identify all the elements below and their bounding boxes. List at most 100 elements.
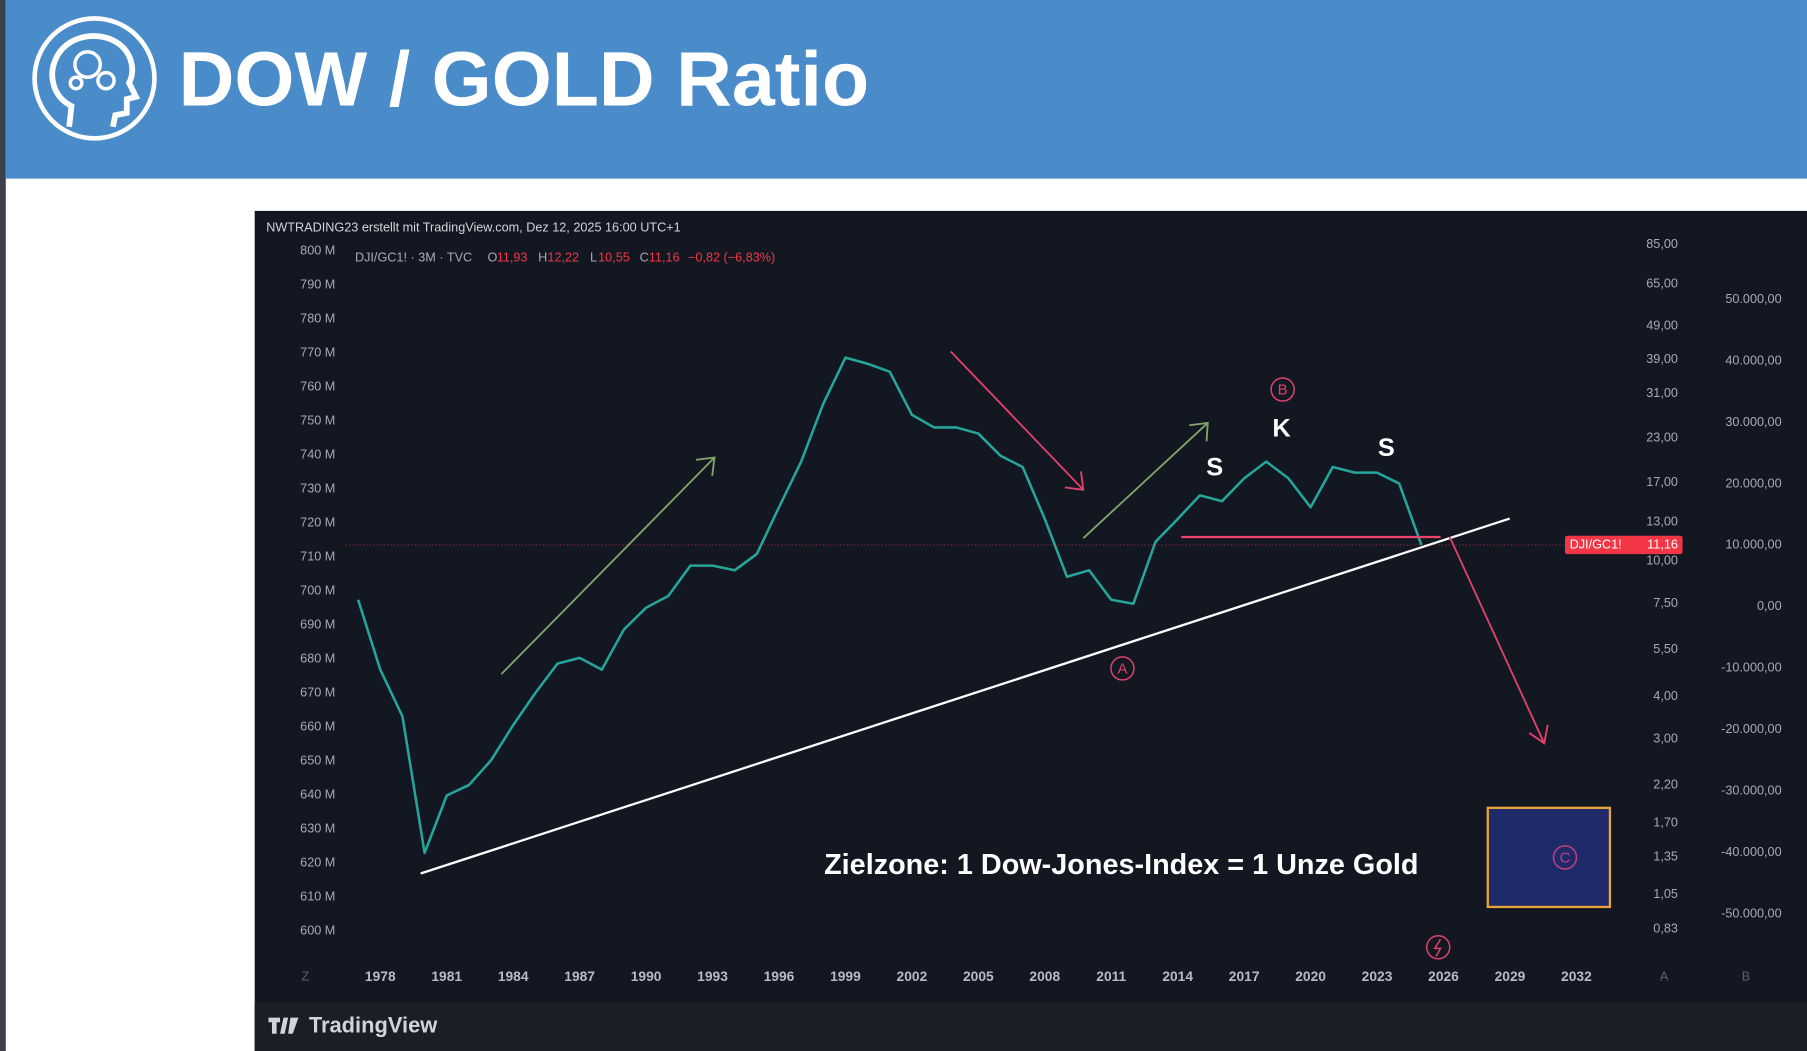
event-icon — [1425, 935, 1451, 960]
ohlc-value: 12,22 — [547, 250, 579, 264]
corner-label: A — [1660, 970, 1669, 984]
ohlc-key: O — [487, 250, 497, 264]
left-tick-label: 730 M — [300, 481, 335, 495]
x-tick-label: 1978 — [365, 968, 396, 984]
down-arrow — [1448, 536, 1549, 745]
y-tick-label: 10,00 — [1646, 553, 1678, 567]
left-tick-label: 750 M — [300, 413, 335, 427]
left-tick-label: 690 M — [300, 617, 335, 631]
y2-tick-label: -30.000,00 — [1721, 784, 1782, 798]
shoulder-label: S — [1206, 454, 1223, 482]
x-tick-label: 1996 — [764, 968, 795, 984]
left-tick-label: 740 M — [300, 447, 335, 461]
left-edge — [0, 0, 6, 1051]
y-tick-label: 0,83 — [1653, 922, 1678, 936]
y2-tick-label: -20.000,00 — [1721, 722, 1782, 736]
x-tick-label: 2020 — [1295, 968, 1326, 984]
x-tick-label: 1987 — [564, 968, 595, 984]
x-tick-label: 2002 — [897, 968, 928, 984]
x-tick-label: 1984 — [498, 968, 529, 984]
left-tick-label: 720 M — [300, 515, 335, 529]
shoulder-label: S — [1378, 434, 1395, 462]
x-tick-label: 2032 — [1561, 968, 1592, 984]
series-line — [356, 356, 1423, 855]
corner-label: B — [1742, 970, 1750, 984]
y-tick-label: 1,70 — [1653, 816, 1678, 830]
ohlc-value: 11,93 — [497, 250, 528, 264]
ohlc-key: L — [590, 250, 597, 264]
left-tick-label: 700 M — [300, 583, 335, 597]
y-tick-label: 1,35 — [1653, 850, 1678, 864]
y-tick-label: 13,00 — [1646, 515, 1678, 529]
corner-label: Z — [302, 970, 310, 984]
left-tick-label: 600 M — [300, 923, 335, 937]
left-tick-label: 650 M — [300, 753, 335, 767]
x-tick-label: 1993 — [697, 968, 728, 984]
x-tick-label: 2026 — [1428, 968, 1459, 984]
up-arrow — [500, 456, 716, 675]
y-tick-label: 3,00 — [1653, 732, 1678, 746]
x-tick-label: 2008 — [1029, 968, 1060, 984]
brand-bar — [254, 1002, 1807, 1051]
up-arrow — [1082, 421, 1209, 539]
left-tick-label: 800 M — [300, 244, 335, 258]
corner-labels: Z A B — [302, 970, 1751, 984]
price-tag-name: DJI/GC1! — [1570, 537, 1622, 551]
left-tick-label: 790 M — [300, 278, 335, 292]
wave-label: C — [1560, 850, 1571, 867]
left-tick-label: 770 M — [300, 346, 335, 360]
y2-tick-label: 30.000,00 — [1725, 415, 1781, 429]
y2-tick-label: 40.000,00 — [1725, 353, 1781, 367]
ohlc-key: C — [640, 250, 649, 264]
x-tick-label: 2023 — [1362, 968, 1393, 984]
source-line: NWTRADING23 erstellt mit TradingView.com… — [266, 221, 680, 235]
x-tick-label: 1981 — [431, 968, 462, 984]
plot: 800 M 790 M 780 M 770 M 760 M 750 M 740 M 730 M… — [300, 237, 1781, 984]
x-tick-label: 1999 — [830, 968, 861, 984]
y-tick-label: 5,50 — [1653, 642, 1678, 656]
x-tick-label: 2011 — [1096, 968, 1126, 984]
y-tick-label: 23,00 — [1646, 430, 1678, 444]
y-tick-label: 1,05 — [1653, 887, 1678, 901]
y2-tick-label: -40.000,00 — [1721, 845, 1782, 859]
left-tick-label: 660 M — [300, 719, 335, 733]
y-tick-label: 2,20 — [1653, 777, 1678, 791]
left-tick-label: 710 M — [300, 549, 335, 563]
y2-tick-label: -10.000,00 — [1721, 661, 1782, 675]
y-tick-label: 7,50 — [1653, 596, 1678, 610]
y-tick-label: 85,00 — [1646, 237, 1678, 251]
chart-panel — [254, 210, 1807, 1051]
trendline — [420, 517, 1511, 875]
slide-title: DOW / GOLD Ratio — [179, 37, 870, 123]
symbol-legend: DJI/GC1! · 3M · TVC — [355, 250, 472, 264]
x-tick-label: 2005 — [963, 968, 994, 984]
left-tick-label: 640 M — [300, 787, 335, 801]
y-tick-label: 49,00 — [1646, 318, 1678, 332]
y-tick-label: 65,00 — [1646, 277, 1678, 291]
target-text: Zielzone: 1 Dow-Jones-Index = 1 Unze Gol… — [824, 849, 1418, 881]
logo — [32, 16, 157, 141]
x-tick-label: 2029 — [1495, 968, 1526, 984]
wave-label: A — [1117, 661, 1127, 678]
left-tick-label: 670 M — [300, 685, 335, 699]
left-tick-label: 610 M — [300, 889, 335, 903]
ohlc-legend: O 11,93 H 12,22 L 10,55 C 11,16 −0,82 (−… — [487, 250, 775, 264]
left-tick-label: 760 M — [300, 380, 335, 394]
x-tick-label: 2017 — [1229, 968, 1260, 984]
left-tick-label: 620 M — [300, 855, 335, 869]
header-bar — [5, 0, 1807, 179]
y2-tick-label: 20.000,00 — [1725, 476, 1781, 490]
y-tick-label: 39,00 — [1646, 352, 1678, 366]
y-tick-label: 31,00 — [1646, 386, 1678, 400]
y-tick-label: 17,00 — [1646, 475, 1678, 489]
y2-tick-label: 10.000,00 — [1725, 538, 1781, 552]
y2-tick-label: -50.000,00 — [1721, 906, 1782, 920]
ohlc-change: −0,82 (−6,83%) — [688, 250, 775, 264]
left-tick-label: 630 M — [300, 821, 335, 835]
left-tick-label: 680 M — [300, 651, 335, 665]
annotations: S K S B A C Zielzone: 1 Dow-Jones-Index … — [420, 350, 1612, 960]
y2-tick-label: 50.000,00 — [1725, 292, 1781, 306]
y2-tick-label: 0,00 — [1757, 599, 1782, 613]
x-tick-label: 1990 — [631, 968, 662, 984]
